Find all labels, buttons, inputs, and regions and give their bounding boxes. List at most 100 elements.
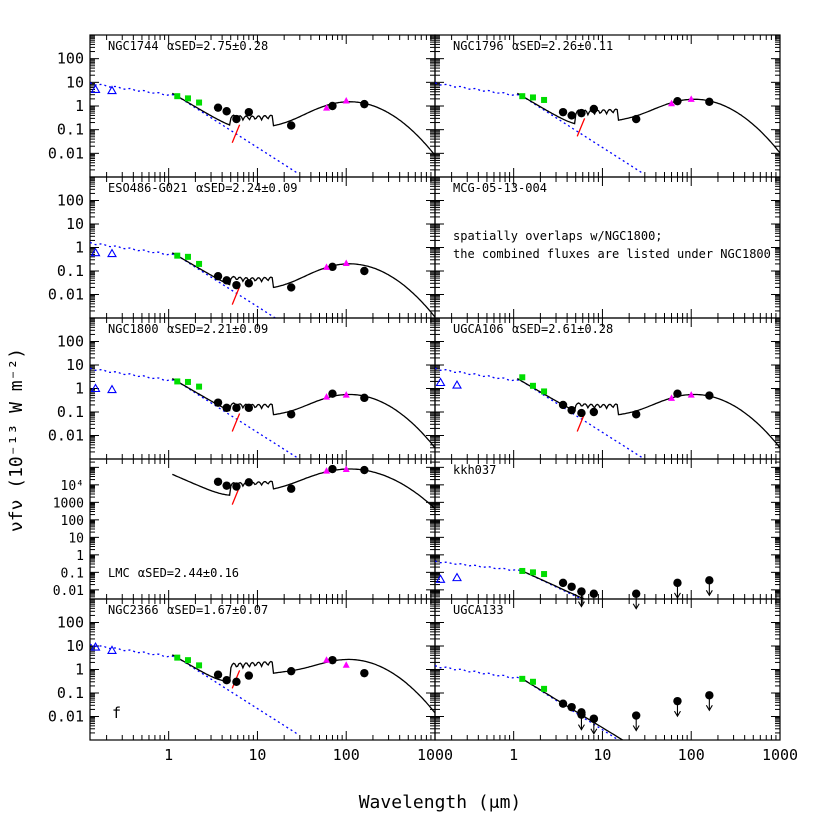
- uv-point: [90, 247, 101, 257]
- stellar-model-curve: [90, 241, 277, 318]
- upper-limit-arrowhead: [705, 704, 713, 712]
- iras-point: [342, 391, 350, 398]
- y-tick-label: 10: [68, 531, 84, 546]
- y-tick-label: 0.1: [57, 262, 84, 280]
- x-tick-label: 1000: [417, 746, 453, 764]
- nir-point: [519, 675, 526, 682]
- iras-point: [342, 97, 350, 104]
- ir-point: [558, 107, 568, 117]
- total-model-curve: [171, 92, 435, 157]
- alpha-sed-label: αSED=2.21±0.09: [167, 322, 268, 336]
- total-model-curve: [517, 378, 780, 449]
- upper-limit-arrowhead: [705, 590, 713, 597]
- ir-point: [360, 393, 369, 403]
- nir-point: [541, 571, 548, 578]
- ir-point: [286, 666, 296, 676]
- alpha-sed-label: αSED=2.26±0.11: [512, 39, 613, 53]
- y-tick-label: 10: [66, 356, 84, 374]
- panel-ugca133: 1 10 100 1000 UGCA133: [434, 598, 798, 764]
- panel-mcg-05-13-004: MCG-05-13-004 spatially overlaps w/NGC180…: [434, 176, 781, 319]
- uv-point: [435, 377, 446, 387]
- panel-ngc1800: 100 10 1 0.1 0.01 NGC1800 αSED=2.21±0.09: [48, 317, 436, 460]
- plot-area: [90, 367, 435, 459]
- ir-point: [577, 108, 586, 118]
- galaxy-name: NGC1800: [108, 322, 159, 336]
- iras-point: [323, 263, 331, 270]
- panel-frame: [434, 458, 781, 600]
- y-tick-label: 10: [66, 215, 84, 233]
- uv-point: [90, 641, 101, 651]
- ir-point: [222, 676, 231, 685]
- y-tick-label: 0.1: [61, 566, 84, 581]
- total-model-curve: [516, 92, 780, 154]
- ir-point: [360, 266, 369, 276]
- y-tick-label: 1: [75, 661, 84, 679]
- ir-point: [213, 398, 223, 407]
- panel-frame: [434, 598, 781, 741]
- ir-point: [213, 477, 223, 486]
- nir-point: [541, 685, 548, 692]
- ir-point: [577, 408, 586, 418]
- ir-point: [589, 589, 599, 598]
- ir-point: [222, 107, 231, 116]
- galaxy-name: NGC1744: [108, 39, 159, 53]
- ir-point: [232, 114, 241, 124]
- nir-point: [519, 93, 526, 100]
- upper-limit-arrowhead: [673, 710, 681, 718]
- panel-lmc: 10⁴ 1000 100 10 1 0.1 0.01 LMC αSED=2.44±0.16: [53, 458, 436, 600]
- nir-point: [541, 96, 548, 103]
- pah-tail-curve: [576, 118, 586, 137]
- pah-tail-curve: [231, 124, 241, 143]
- y-tick-label: 100: [57, 614, 84, 632]
- ir-point: [232, 482, 241, 491]
- iras-point: [342, 259, 350, 266]
- total-model-curve: [172, 468, 435, 510]
- nir-point: [184, 253, 191, 260]
- stellar-model-curve: [435, 82, 644, 174]
- ir-point: [328, 101, 337, 111]
- alpha-sed-label: αSED=2.61±0.28: [512, 322, 613, 336]
- ir-point: [328, 262, 337, 272]
- total-model-curve: [172, 654, 435, 714]
- iras-point: [342, 661, 350, 668]
- plot-area: [435, 82, 780, 174]
- ir-point: [222, 276, 231, 285]
- x-tick-label: 1: [509, 746, 518, 764]
- ir-point: [213, 272, 223, 281]
- nir-point: [529, 94, 536, 101]
- alpha-sed-label: αSED=2.75±0.28: [167, 39, 268, 53]
- stellar-model-curve: [90, 82, 299, 174]
- ir-point: [589, 104, 599, 114]
- ir-point: [232, 677, 241, 686]
- ir-point: [286, 410, 296, 419]
- ir-point: [589, 407, 599, 417]
- y-tick-label: 0.01: [53, 584, 84, 599]
- plot-area: [435, 664, 625, 740]
- y-tick-label: 0.1: [57, 403, 84, 421]
- panel-frame: [434, 317, 781, 460]
- stellar-model-curve: [90, 367, 299, 459]
- y-tick-label: 0.01: [48, 286, 84, 304]
- plot-area: [172, 468, 435, 510]
- iras-point: [687, 95, 695, 102]
- alpha-sed-label: αSED=2.24±0.09: [196, 181, 297, 195]
- nir-point: [519, 374, 526, 381]
- ir-point: [360, 668, 369, 678]
- total-model-curve: [520, 569, 586, 599]
- ir-point: [567, 405, 576, 415]
- ir-point: [567, 582, 576, 591]
- y-tick-label: 1: [75, 380, 84, 398]
- x-tick-label: 10: [248, 746, 266, 764]
- y-tick-label: 100: [57, 192, 84, 210]
- y-tick-label: 10: [66, 637, 84, 655]
- panel-ngc2366: 100 10 1 0.1 0.01 1 10 100 1000 NGC2366 αSED=1.67±…: [48, 598, 453, 764]
- total-model-curve: [172, 378, 435, 449]
- ir-point: [328, 655, 337, 665]
- panel-grid: 100 10 1 0.1 0.01 NGC1744 αSED=2.75±0.28 NGC179…: [48, 34, 798, 764]
- iras-point: [668, 99, 676, 107]
- ir-point: [244, 478, 254, 487]
- upper-limit-arrowhead: [577, 724, 585, 731]
- iras-point: [342, 465, 350, 473]
- ir-point: [244, 671, 254, 680]
- galaxy-name: MCG-05-13-004: [453, 181, 547, 195]
